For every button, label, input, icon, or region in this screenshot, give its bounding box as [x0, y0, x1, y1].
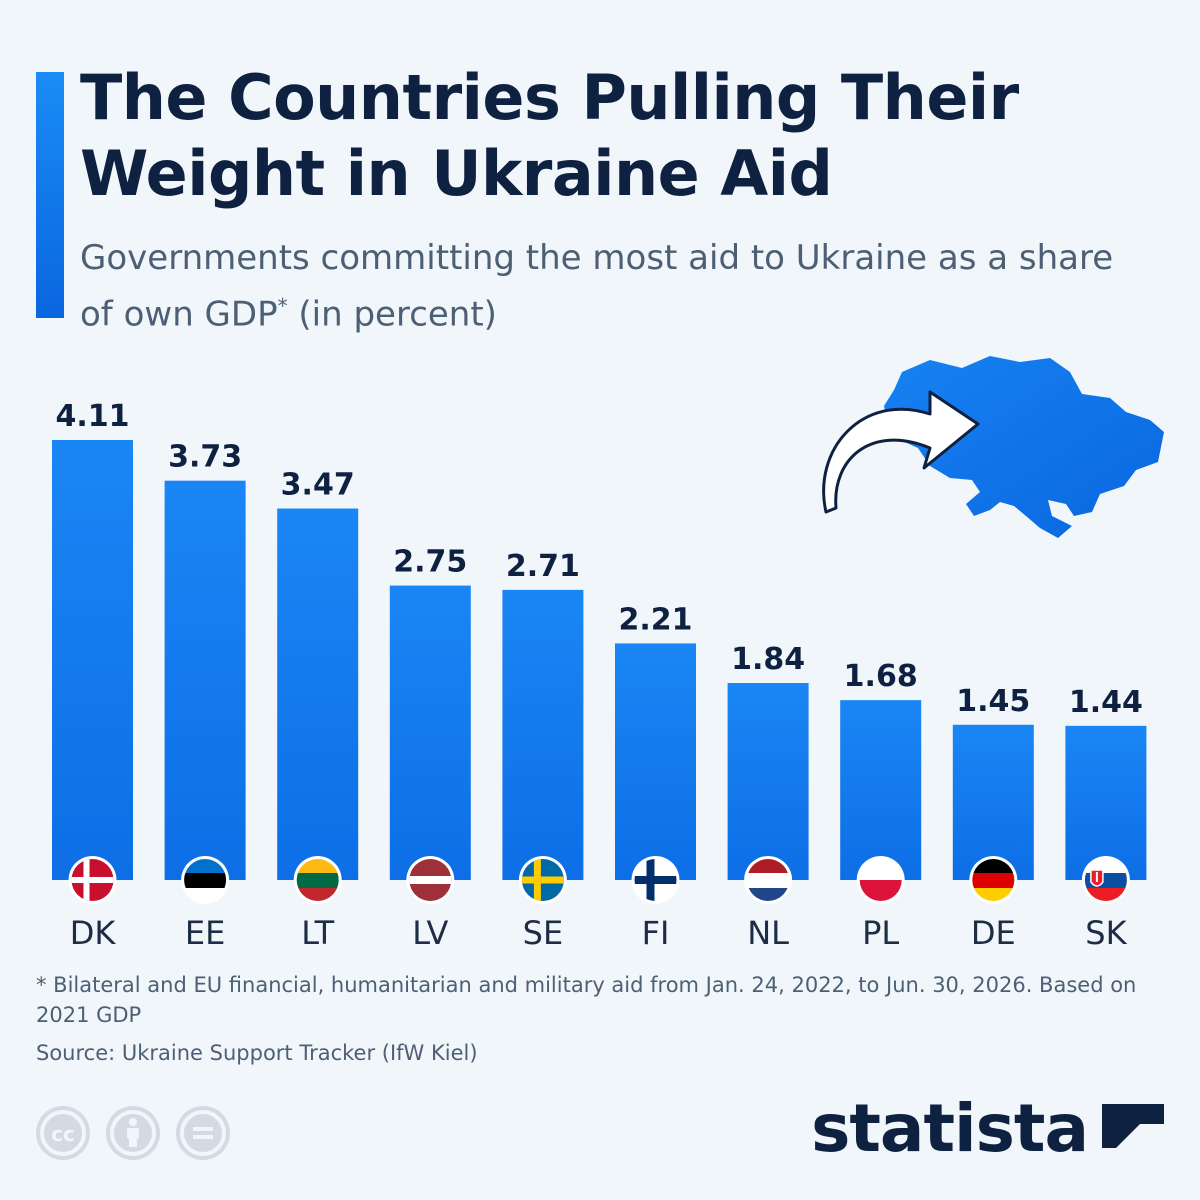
category-labels-group: DK EE LT LV SE FI NL PL DE SK — [70, 914, 1128, 952]
value-label-dk: 4.11 — [55, 399, 129, 434]
attribution-icon[interactable] — [106, 1106, 160, 1160]
source-note: Source: Ukraine Support Tracker (IfW Kie… — [36, 1041, 478, 1065]
germany-flag-icon — [969, 856, 1018, 904]
bars-group — [52, 440, 1147, 880]
category-label-ee: EE — [185, 914, 225, 952]
chart-subtitle: Governments committing the most aid to U… — [80, 234, 1140, 338]
bar-sk — [1065, 725, 1147, 880]
bar-ee — [164, 480, 246, 880]
license-icons: cc — [36, 1106, 230, 1160]
bar-se — [502, 589, 584, 880]
bar-de — [952, 724, 1034, 880]
category-label-nl: NL — [747, 914, 789, 952]
category-label-lt: LT — [301, 914, 334, 952]
lithuania-flag-icon — [293, 856, 342, 904]
netherlands-flag-icon — [744, 856, 793, 904]
category-label-sk: SK — [1085, 914, 1127, 952]
bar-dk — [52, 440, 133, 880]
value-label-fi: 2.21 — [618, 602, 692, 637]
value-label-lt: 3.47 — [281, 468, 355, 503]
value-label-de: 1.45 — [956, 684, 1030, 719]
category-label-dk: DK — [70, 914, 117, 952]
subtitle-unit: (in percent) — [298, 294, 497, 335]
category-label-de: DE — [971, 914, 1016, 952]
subtitle-footnote-mark: * — [277, 294, 288, 318]
latvia-flag-icon — [406, 856, 455, 904]
bar-pl — [840, 700, 922, 880]
ukraine-map-icon — [884, 356, 1164, 538]
estonia-flag-icon — [181, 856, 230, 904]
footnote: * Bilateral and EU financial, humanitari… — [36, 973, 1137, 1027]
cc-icon[interactable]: cc — [36, 1106, 90, 1160]
value-label-nl: 1.84 — [731, 642, 805, 677]
value-label-lv: 2.75 — [393, 545, 467, 580]
value-label-pl: 1.68 — [844, 659, 918, 694]
bar-nl — [727, 683, 809, 880]
category-label-lv: LV — [412, 914, 448, 952]
slovakia-flag-icon — [1081, 856, 1130, 904]
category-label-pl: PL — [862, 914, 899, 952]
denmark-flag-icon — [68, 856, 117, 904]
category-label-fi: FI — [642, 914, 670, 952]
curved-arrow-icon — [822, 390, 980, 514]
flags-group — [68, 856, 1130, 904]
value-labels-group: 4.11 3.73 3.47 2.75 2.71 2.21 1.84 1.68 1.45 1.44 — [55, 399, 1142, 720]
value-label-ee: 3.73 — [168, 440, 242, 475]
finland-flag-icon — [631, 856, 680, 904]
category-label-se: SE — [523, 914, 564, 952]
bar-lv — [389, 585, 471, 880]
chart-title: The Countries Pulling Their Weight in Uk… — [80, 61, 1019, 210]
bar-chart: 4.11 3.73 3.47 2.75 2.71 2.21 1.84 1.68 1.45 1.44… — [52, 356, 1164, 952]
bar-lt — [277, 508, 359, 880]
subtitle-text: Governments committing the most aid to U… — [80, 238, 1114, 335]
svg-text:cc: cc — [51, 1122, 75, 1146]
value-label-sk: 1.44 — [1069, 685, 1143, 720]
value-label-se: 2.71 — [506, 549, 580, 584]
no-derivatives-icon[interactable] — [176, 1106, 230, 1160]
poland-flag-icon — [856, 856, 905, 904]
title-accent-bar — [36, 72, 64, 318]
statista-logo-icon — [1102, 1104, 1164, 1166]
sweden-flag-icon — [518, 856, 567, 904]
bar-fi — [615, 643, 696, 880]
statista-logo-text: statista — [811, 1090, 1089, 1167]
